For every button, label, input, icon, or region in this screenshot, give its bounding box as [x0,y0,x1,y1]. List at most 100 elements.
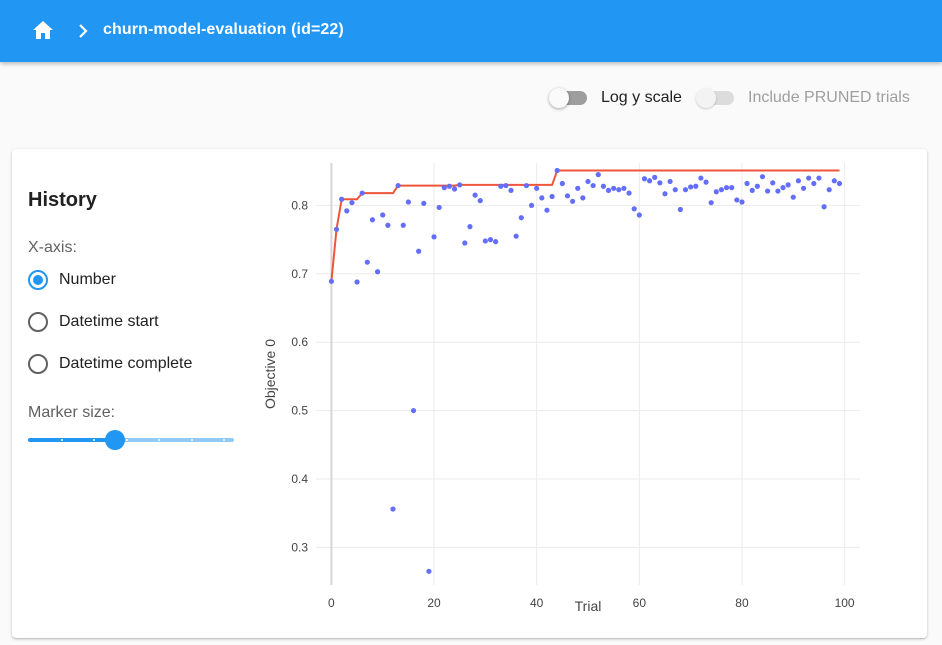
data-point [785,182,791,188]
data-point [467,224,473,230]
radio-datetime-complete[interactable]: Datetime complete [28,352,192,376]
y-tick-label: 0.7 [291,267,308,281]
data-point [754,183,760,189]
data-point [775,188,781,194]
data-point [472,192,478,198]
data-point [626,190,632,196]
y-tick-label: 0.6 [291,335,308,349]
data-point [416,248,422,254]
slider-thumb[interactable] [104,430,125,450]
data-point [708,200,714,206]
chevron-right-icon [79,24,88,38]
log-y-scale-toggle[interactable]: Log y scale [549,86,682,110]
data-point [611,185,617,191]
data-point [364,259,370,265]
slider-rail[interactable] [28,438,234,442]
data-point [385,222,391,228]
include-pruned-label: Include PRUNED trials [748,89,910,106]
data-point [734,197,740,203]
y-axis-title: Objective 0 [262,339,278,409]
y-tick-labels: 0.3 0.4 0.5 0.6 0.7 0.8 [291,198,308,554]
data-point [539,195,545,201]
data-point [800,185,807,191]
radio-label: Datetime start [59,313,159,330]
radio-checked-icon[interactable] [28,270,48,290]
data-point [354,279,360,285]
data-point [462,240,468,246]
slider-step-mark [125,439,128,441]
radio-unchecked-icon[interactable] [28,312,48,332]
slider-fill[interactable] [28,438,115,442]
data-point [749,187,755,193]
data-point [811,180,817,187]
data-point [487,237,494,243]
app-bar: churn-model-evaluation (id=22) [0,0,942,62]
radio-number[interactable]: Number [28,268,116,292]
data-point [780,185,786,191]
data-point [693,183,699,189]
include-pruned-toggle[interactable]: Include PRUNED trials [696,86,910,110]
data-point [672,187,678,193]
data-point [426,568,432,574]
x-tick-label: 20 [427,596,441,610]
data-point [826,187,832,193]
history-chart: 0.3 0.4 0.5 0.6 0.7 0.8 0 20 40 60 80 100 Trial Ob… [262,163,860,614]
data-point [498,183,504,189]
data-point [759,174,766,180]
data-point [421,200,427,206]
data-point [682,187,689,193]
x-tick-label: 80 [735,596,749,610]
x-tick-label: 60 [633,596,647,610]
data-point [503,182,509,189]
data-point [585,178,591,185]
data-point [657,180,663,186]
data-point [528,202,535,209]
data-point [349,200,355,206]
marker-size-slider[interactable] [28,430,234,450]
marker-size-label: Marker size: [28,404,116,421]
data-point [729,185,735,191]
data-point [544,207,550,213]
data-point [405,199,411,205]
data-point [770,180,776,186]
data-point [431,234,437,240]
x-axis-label: X-axis: [28,239,77,256]
data-point [410,407,417,414]
data-point [703,179,709,185]
data-point [698,175,704,181]
toggle-track[interactable] [549,88,587,108]
data-point [451,186,458,192]
radio-datetime-start[interactable]: Datetime start [28,310,159,334]
data-point [339,196,345,202]
radio-label: Number [59,271,116,288]
data-point [590,182,596,189]
data-point [662,191,668,197]
data-point [677,206,683,213]
data-point [534,185,540,191]
slider-step-mark [223,439,226,441]
radio-label: Datetime complete [59,355,193,372]
slider-step-mark [60,439,63,441]
toggle-track[interactable] [696,88,734,108]
toggle-thumb[interactable] [549,88,569,108]
data-point [436,204,442,211]
toggle-thumb[interactable] [696,88,716,108]
home-icon[interactable] [32,20,54,40]
radio-unchecked-icon[interactable] [28,354,48,374]
grid [316,163,860,585]
data-point [821,204,827,210]
data-point [631,206,637,212]
data-point [554,167,560,174]
data-point [493,239,499,245]
data-point [595,172,601,178]
data-point [446,183,453,189]
data-point [508,187,514,193]
data-point [636,212,642,218]
data-point [621,185,627,191]
slider-step-mark [158,439,161,441]
data-point [605,187,612,193]
data-point [513,233,519,239]
study-title[interactable]: churn-model-evaluation (id=22) [103,21,344,38]
data-point [441,185,447,191]
y-tick-label: 0.4 [291,472,308,486]
